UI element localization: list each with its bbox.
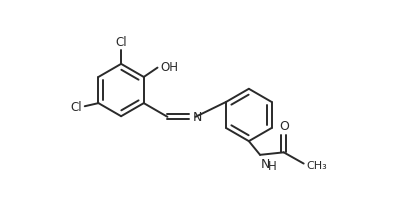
- Text: Cl: Cl: [115, 35, 127, 48]
- Text: N: N: [261, 158, 270, 171]
- Text: H: H: [267, 159, 276, 172]
- Text: O: O: [279, 119, 289, 132]
- Text: OH: OH: [160, 61, 178, 74]
- Text: Cl: Cl: [70, 100, 82, 113]
- Text: CH₃: CH₃: [307, 160, 328, 170]
- Text: N: N: [193, 110, 202, 123]
